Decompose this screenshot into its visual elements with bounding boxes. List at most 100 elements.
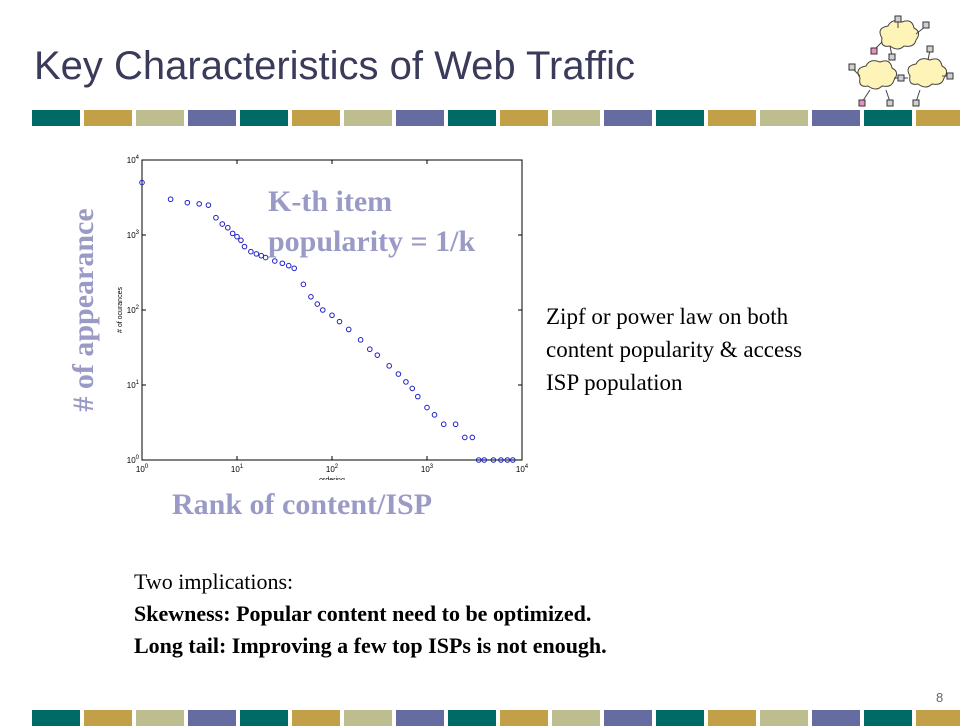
band-segment	[864, 710, 912, 726]
data-point	[504, 457, 511, 463]
band-segment	[136, 710, 184, 726]
x-tick-label: 103	[421, 464, 434, 474]
band-segment	[656, 110, 704, 126]
slide-title: Key Characteristics of Web Traffic	[34, 44, 635, 88]
data-point	[431, 412, 438, 418]
y-tick-label: 100	[127, 455, 140, 465]
y-tick-label: 101	[127, 380, 140, 390]
band-segment	[448, 110, 496, 126]
y-tick-label: 104	[127, 155, 140, 165]
band-segment	[292, 710, 340, 726]
chart-x-label: ordering	[319, 477, 345, 480]
data-point	[329, 312, 335, 319]
band-segment	[448, 710, 496, 726]
implication-long-tail: Long tail: Improving a few top ISPs is n…	[134, 633, 607, 658]
x-axis-title: Rank of content/ISP	[172, 488, 433, 521]
data-point	[475, 457, 482, 463]
implications-heading: Two implications:	[134, 569, 294, 594]
data-point	[248, 248, 254, 255]
band-segment	[760, 110, 808, 126]
y-axis-title-text: # of appearance	[67, 208, 100, 412]
band-segment	[812, 110, 860, 126]
x-tick-label: 100	[136, 464, 149, 474]
popularity-annotation: K-th item popularity = 1/k	[268, 182, 475, 262]
chart-y-label: # of ocurances	[117, 287, 124, 333]
band-segment	[708, 110, 756, 126]
network-logo-icon	[848, 15, 954, 107]
band-segment	[552, 710, 600, 726]
data-point	[357, 337, 364, 343]
data-point	[509, 457, 516, 463]
data-point	[224, 224, 231, 231]
band-segment	[32, 110, 80, 126]
data-point	[409, 385, 416, 392]
data-point	[279, 260, 286, 267]
y-tick-label: 103	[127, 230, 140, 240]
data-point	[414, 393, 421, 400]
zipf-line-2: content popularity & access	[546, 337, 803, 362]
data-point	[319, 307, 326, 313]
data-point	[367, 346, 373, 353]
band-segment	[916, 710, 960, 726]
band-segment	[84, 110, 132, 126]
data-point	[462, 434, 468, 441]
zipf-line-1: Zipf or power law on both	[546, 304, 789, 329]
band-segment	[604, 710, 652, 726]
band-segment	[552, 110, 600, 126]
implication-skewness: Skewness: Popular content need to be opt…	[134, 601, 592, 626]
plot-frame	[141, 159, 523, 461]
data-point	[374, 352, 381, 358]
decorative-band-bottom	[32, 710, 960, 726]
band-segment	[240, 110, 288, 126]
decorative-band-top	[32, 110, 960, 126]
zipf-note: Zipf or power law on both content popula…	[546, 300, 926, 399]
data-point	[285, 262, 292, 269]
data-point	[440, 421, 447, 428]
data-point	[205, 202, 212, 208]
band-segment	[656, 710, 704, 726]
band-segment	[188, 710, 236, 726]
band-segment	[760, 710, 808, 726]
data-point	[291, 265, 297, 272]
band-segment	[188, 110, 236, 126]
data-point	[481, 457, 487, 463]
data-point	[490, 457, 497, 463]
data-point	[196, 201, 202, 207]
data-point	[300, 281, 307, 288]
band-segment	[84, 710, 132, 726]
x-tick-label: 101	[231, 464, 244, 474]
band-segment	[812, 710, 860, 726]
band-segment	[396, 710, 444, 726]
page-number: 8	[936, 690, 944, 705]
data-point	[238, 237, 244, 244]
data-point	[234, 233, 240, 240]
x-tick-label: 104	[516, 464, 529, 474]
data-point	[262, 254, 269, 261]
data-point	[139, 179, 145, 186]
band-segment	[864, 110, 912, 126]
data-point	[395, 371, 402, 377]
data-point	[253, 251, 260, 257]
band-segment	[708, 710, 756, 726]
data-point	[469, 434, 476, 441]
data-point	[213, 214, 219, 221]
band-segment	[344, 110, 392, 126]
band-segment	[500, 710, 548, 726]
data-point	[314, 301, 321, 307]
data-point	[403, 379, 409, 385]
data-point	[167, 196, 174, 203]
data-point	[219, 221, 226, 227]
band-segment	[292, 110, 340, 126]
data-point	[336, 318, 343, 325]
band-segment	[240, 710, 288, 726]
data-point	[272, 258, 278, 264]
band-segment	[500, 110, 548, 126]
zipf-line-3: ISP population	[546, 370, 683, 395]
annotation-line-2: popularity = 1/k	[268, 225, 476, 258]
data-point	[308, 293, 314, 300]
data-point	[229, 230, 236, 237]
band-segment	[344, 710, 392, 726]
data-point	[424, 404, 430, 411]
data-point	[386, 363, 392, 369]
band-segment	[136, 110, 184, 126]
